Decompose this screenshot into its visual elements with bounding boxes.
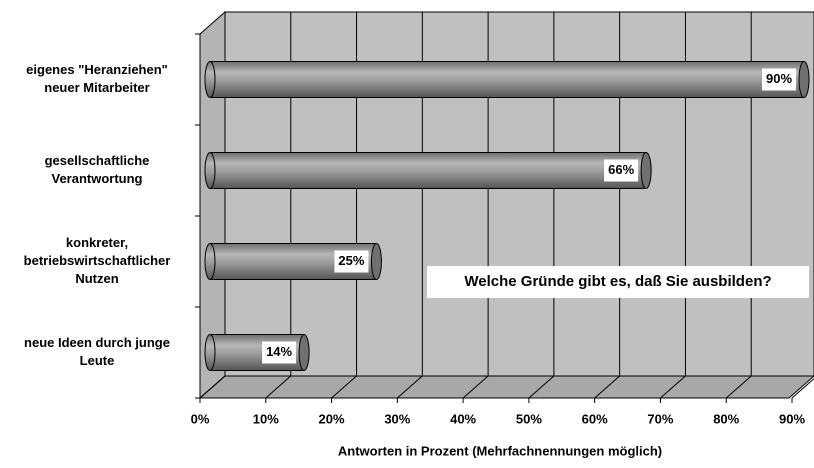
x-tick-label: 40% [450,411,476,426]
x-tick-label: 90% [779,411,805,426]
bar-part [204,61,216,98]
y-tick-label: betriebswirtschaftlicher [24,253,171,268]
annotation-box [427,266,809,298]
y-tick-label: konkreter, [66,235,128,250]
bar-part [640,152,652,189]
floor-grid-line [791,377,814,399]
y-tick-label: gesellschaftliche [45,153,150,168]
floor-grid-line [199,375,226,399]
value-label-box [262,341,297,364]
y-tick-label: Leute [80,353,115,368]
floor-grid-line [725,375,752,399]
floor-grid-line [528,375,555,399]
x-tick-label: 50% [516,411,542,426]
y-tick-label: eigenes "Heranziehen" [26,62,168,77]
y-tick-label: neue Ideen durch junge [24,335,170,350]
x-tick-label: 30% [384,411,410,426]
y-tick-label: Nutzen [75,271,118,286]
bar-part [798,61,810,98]
value-label-box [604,159,639,182]
value-label-box [334,250,369,273]
floor-grid-line [462,375,489,399]
bar-part [209,61,805,98]
value-label: 25% [338,253,364,268]
x-tick-label: 20% [319,411,345,426]
bar-part [204,243,216,280]
x-tick-label: 0% [191,411,210,426]
bar-part [298,334,310,371]
floor-grid-line [660,375,686,399]
value-label: 90% [766,71,792,86]
y-tick-label: Verantwortung [51,171,142,186]
x-tick-label: 80% [713,411,739,426]
annotation: Welche Gründe gibt es, daß Sie ausbilden… [464,273,771,290]
bar [204,152,652,189]
floor-grid-line [331,375,357,399]
x-tick-label: 10% [253,411,279,426]
value-label-box [762,68,796,91]
bar-part [209,152,647,189]
bar-part [370,243,382,280]
bar-part [204,152,216,189]
floor-grid-line [594,375,620,399]
floor-grid-line [265,375,292,399]
x-tick-label: 60% [582,411,608,426]
value-label: 14% [266,344,292,359]
value-label: 66% [608,162,634,177]
bar [204,243,382,280]
bar-part [204,334,216,371]
y-tick-label: neuer Mitarbeiter [44,80,149,95]
bar [204,61,810,98]
bar [204,334,310,371]
x-tick-label: 70% [647,411,673,426]
x-axis-label: Antworten in Prozent (Mehrfachnennungen … [338,443,662,458]
floor-grid-line [397,375,423,399]
